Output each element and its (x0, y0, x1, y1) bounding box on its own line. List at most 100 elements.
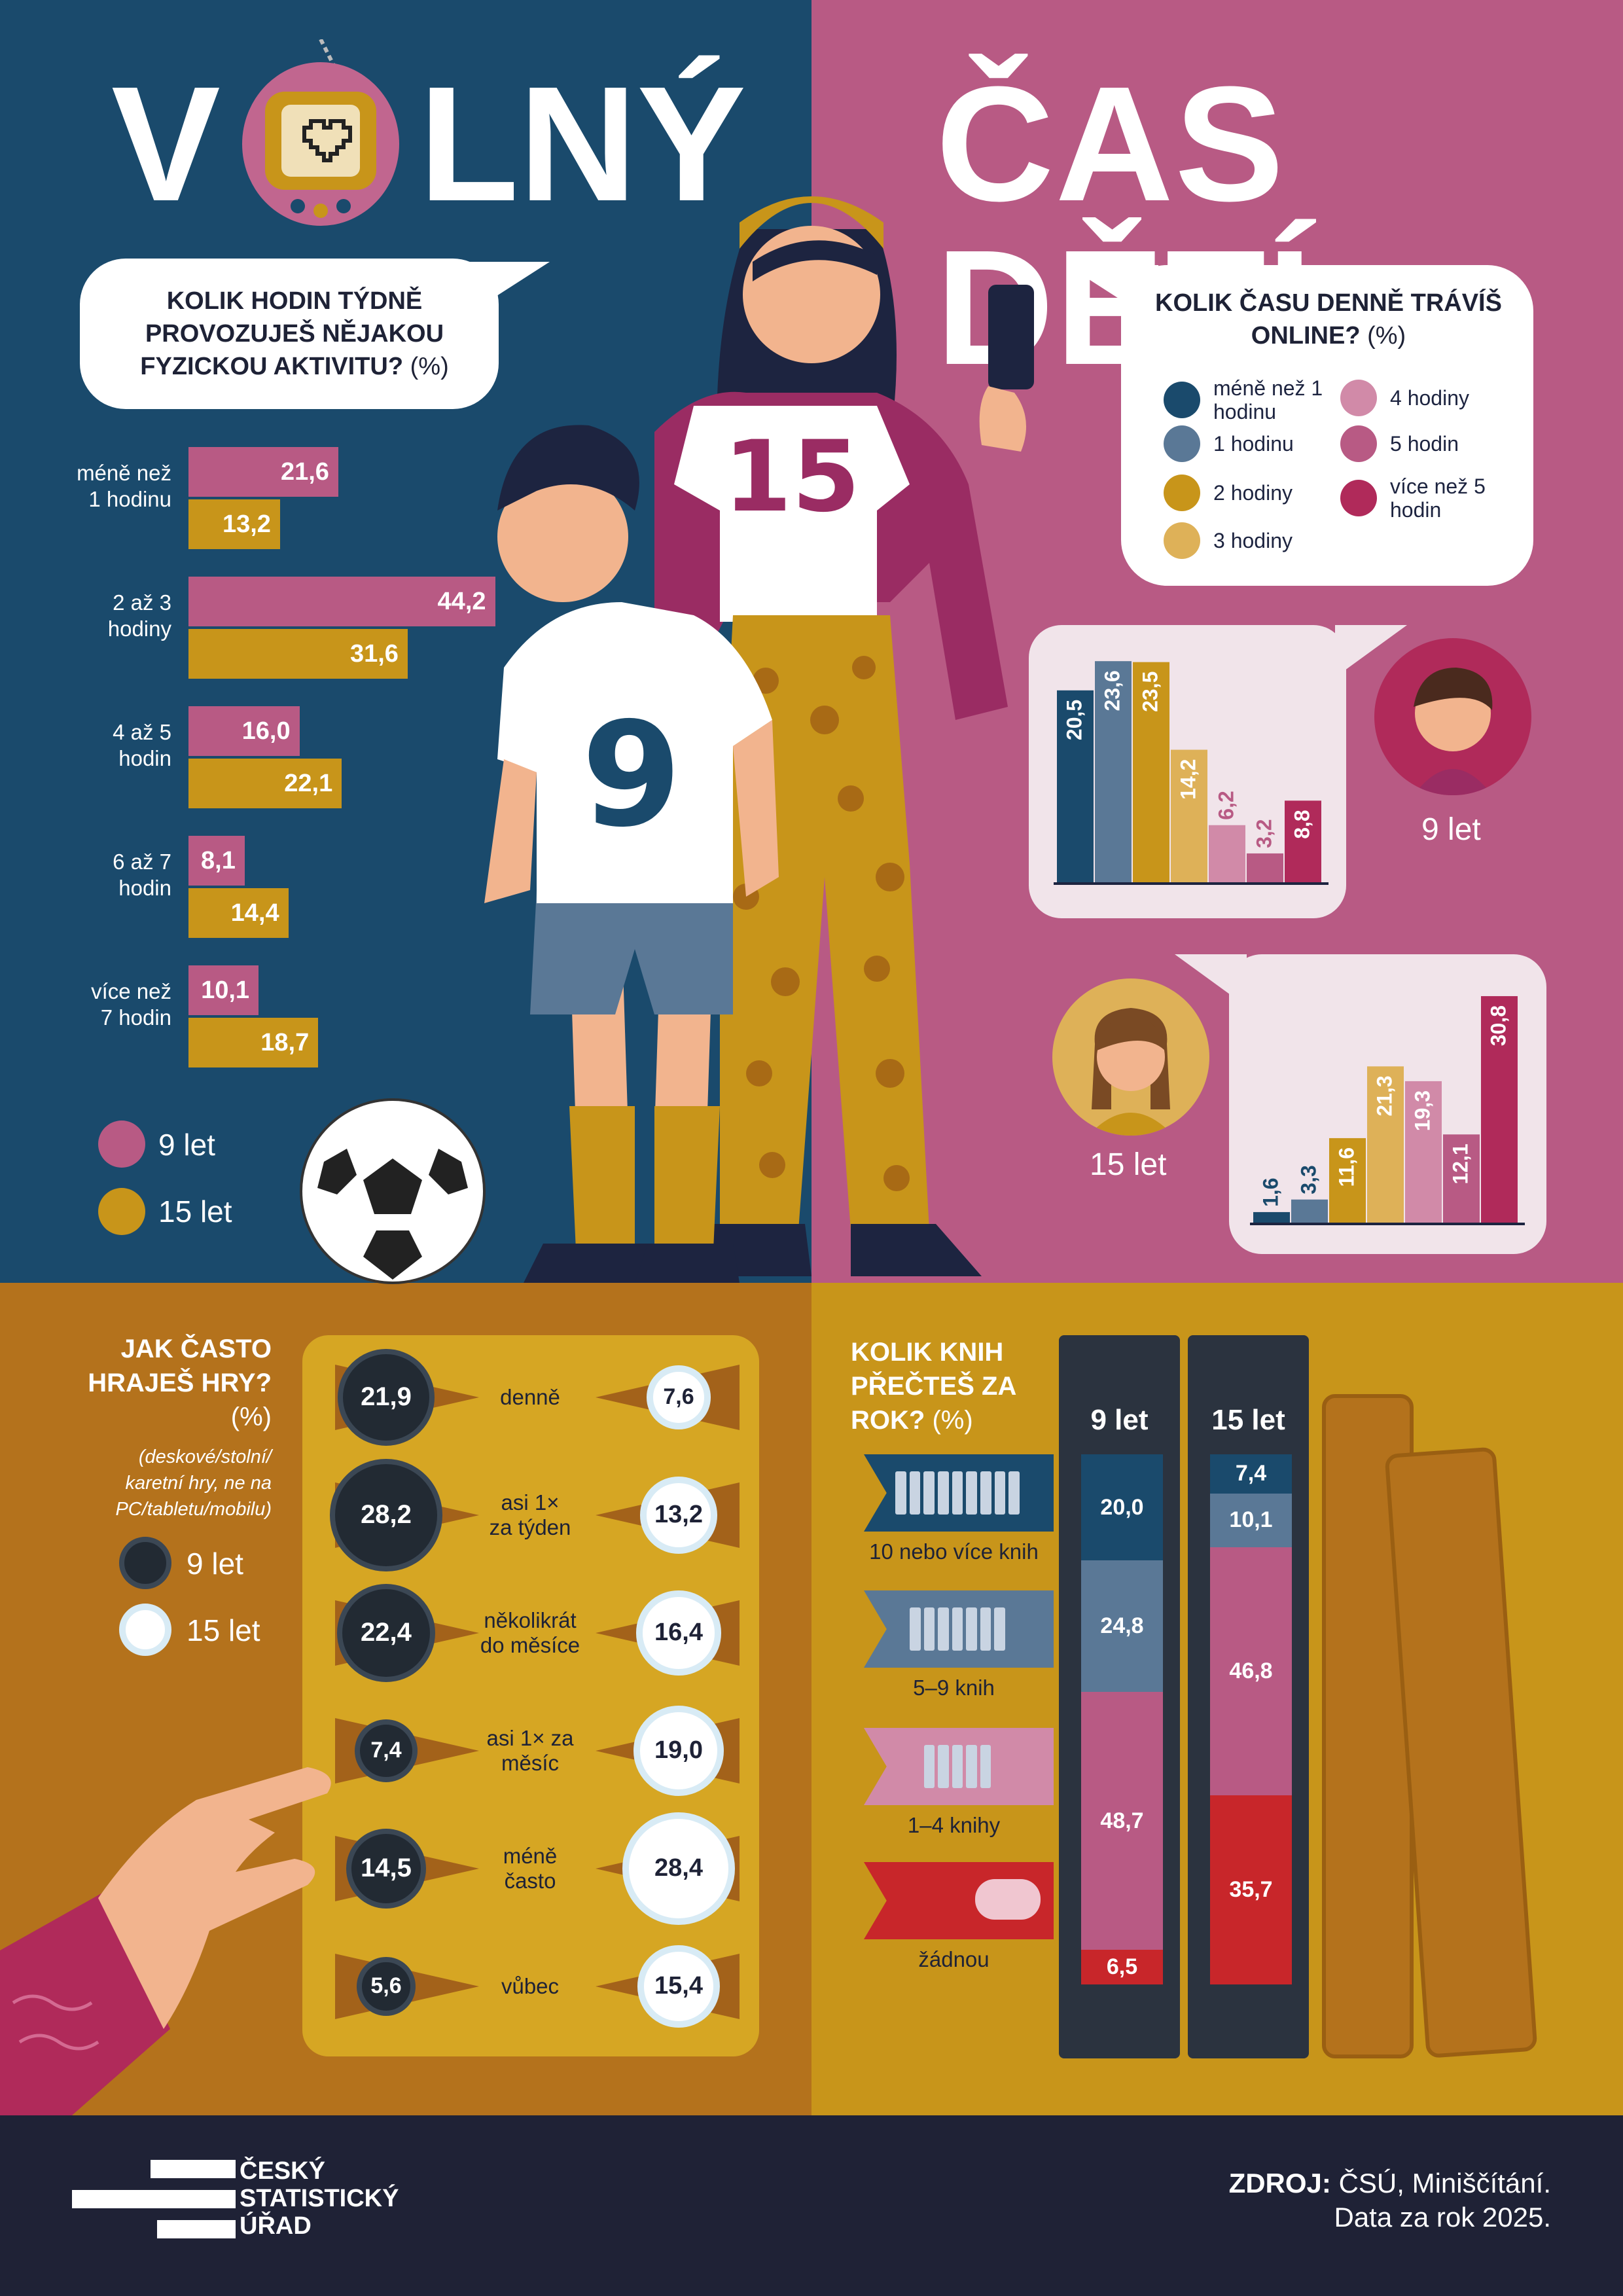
online-bar-value: 11,6 (1334, 1147, 1358, 1187)
q2-legend-item: méně než 1 hodinu (1164, 376, 1334, 423)
online-bar (1285, 800, 1321, 884)
q3-board (302, 1335, 759, 2056)
q2-legend-label: 2 hodiny (1213, 481, 1293, 505)
boy-shirt-number: 9 (581, 691, 681, 859)
book-spine (994, 1607, 1006, 1651)
q3-disk-9: 22,4 (336, 1583, 436, 1683)
online-bar-value: 21,3 (1372, 1075, 1396, 1116)
book-spine (980, 1471, 991, 1515)
q2-legend-swatch (1164, 425, 1200, 462)
q4-category-label: 10 nebo více knih (869, 1539, 1039, 1564)
q4-segment: 46,8 (1210, 1547, 1292, 1795)
q3-disk-15: 15,4 (637, 1945, 720, 2028)
q2-legend-label: více než 5 hodin (1390, 475, 1486, 522)
csu-logo (72, 2160, 236, 2238)
q3-category-line: asi 1× za (486, 1726, 574, 1750)
q1-bar: 8,1 (188, 836, 245, 886)
q1-legend-9-label: 9 let (158, 1128, 215, 1162)
online-bar-value: 8,8 (1290, 810, 1313, 838)
title-lny: LNÝ (419, 52, 746, 235)
q1-category-line: méně než (77, 461, 171, 485)
online-chart-15: 1,6 3,3 11,6 21,3 19,3 12,1 30,8 (1250, 996, 1525, 1225)
book-spine (909, 1471, 921, 1515)
q1-bar: 14,4 (188, 888, 289, 938)
age15-label: 15 let (1090, 1147, 1167, 1182)
q2-legend-item: 5 hodin (1340, 425, 1510, 462)
q1-category-line: 2 až 3 (113, 590, 171, 615)
boy-avatar (1374, 638, 1531, 795)
q2-legend-swatch (1340, 380, 1377, 416)
q1-category-label: 4 až 5 hodin (60, 719, 171, 772)
q1-legend-15-dot (98, 1188, 145, 1235)
soccer-ball-icon (298, 1096, 488, 1286)
q2-legend-swatch (1164, 382, 1200, 418)
online-bar (1443, 1134, 1480, 1224)
book-spine (980, 1607, 991, 1651)
online-bar-value: 19,3 (1410, 1090, 1434, 1131)
q4-category-label: 1–4 knihy (907, 1813, 1001, 1837)
q1-category-line: 6 až 7 (113, 850, 171, 874)
q3-legend-15-dot (119, 1604, 171, 1656)
online-bar-value: 30,8 (1486, 1005, 1510, 1046)
q3-disk-15: 7,6 (647, 1365, 711, 1429)
book-spine (966, 1471, 978, 1515)
q1-category-line: 4 až 5 (113, 720, 171, 744)
online-chart-9: 20,5 23,6 23,5 14,2 6,2 3,2 8,8 (1054, 661, 1329, 885)
q2-legend-label: 4 hodiny (1390, 386, 1469, 410)
tamagotchi-icon (236, 38, 406, 229)
online-bar (1481, 996, 1518, 1224)
q1-bar: 13,2 (188, 499, 280, 549)
q3-disk-9: 21,9 (337, 1348, 435, 1446)
q3-category-line: za týden (489, 1515, 571, 1539)
q1-category-line: 1 hodinu (88, 487, 171, 511)
q3-category-line: asi 1× (501, 1490, 560, 1515)
hand-illustration (0, 1636, 393, 2115)
book-spine (980, 1745, 991, 1788)
q2-legend-swatch (1164, 522, 1200, 559)
book-spine (952, 1607, 963, 1651)
q2-question: KOLIK ČASU DENNĚ TRÁVÍŠ ONLINE? (%) (1155, 289, 1502, 350)
q4-category-label: žádnou (918, 1947, 990, 1971)
q1-bar: 16,0 (188, 706, 300, 756)
q1-bar-value: 44,2 (437, 588, 486, 615)
q1-bar-value: 14,4 (230, 899, 279, 927)
q3-category-label: asi 1× za týden (458, 1490, 602, 1540)
q4-segment: 20,0 (1081, 1454, 1163, 1560)
q4-segment: 7,4 (1210, 1454, 1292, 1494)
book-spine (966, 1607, 977, 1651)
q2-legend-label: 1 hodinu (1213, 432, 1294, 456)
q2-legend-item: 4 hodiny (1340, 380, 1510, 416)
q2-legend-item: 2 hodiny (1164, 475, 1334, 511)
q4-segment: 24,8 (1081, 1560, 1163, 1692)
online-bar (1095, 661, 1132, 884)
q2-legend-label: 3 hodiny (1213, 529, 1293, 552)
girl-avatar (1052, 978, 1209, 1136)
q3-legend-15-label: 15 let (187, 1613, 260, 1647)
q1-bar-value: 31,6 (349, 640, 399, 668)
q2-legend-swatch (1340, 480, 1377, 516)
online-bar (1291, 1199, 1328, 1224)
q1-bar: 44,2 (188, 577, 495, 626)
q3-rows: 21,9 7,6 denně 28,2 13,2 asi 1× za týden 22,4 16… (0, 0, 740, 2028)
q3-note: (deskové/stolní/ karetní hry, ne na PC/t… (115, 1446, 272, 1520)
q3-disk-9: 7,4 (354, 1719, 418, 1783)
q3-category-label: méně často (458, 1844, 602, 1893)
q1-legend-15-label: 15 let (158, 1194, 232, 1229)
age9-label: 9 let (1421, 812, 1481, 847)
q1-bar-value: 22,1 (284, 770, 333, 797)
q1-bar: 31,6 (188, 629, 408, 679)
online-bar (1405, 1081, 1442, 1224)
girl-shirt-number: 15 (724, 420, 861, 534)
q1-bar: 22,1 (188, 759, 342, 808)
book-spine (924, 1745, 935, 1788)
q2-legend-label: méně než 1 hodinu (1213, 376, 1323, 423)
q4-segment: 6,5 (1081, 1950, 1163, 1984)
q4-segment: 35,7 (1210, 1795, 1292, 1984)
q3-disk-9: 5,6 (356, 1956, 416, 2017)
q4-category-flags: 10 nebo více knih 5–9 knih 1–4 knihy žádnou (0, 0, 1054, 1971)
q1-category-line: hodin (118, 876, 171, 900)
book-spine (923, 1607, 935, 1651)
q3-disk-15: 16,4 (636, 1590, 721, 1676)
online-bar (1253, 1211, 1290, 1224)
source: ZDROJ: ČSÚ, Miniščítání. Data za rok 202… (1228, 2168, 1551, 2233)
